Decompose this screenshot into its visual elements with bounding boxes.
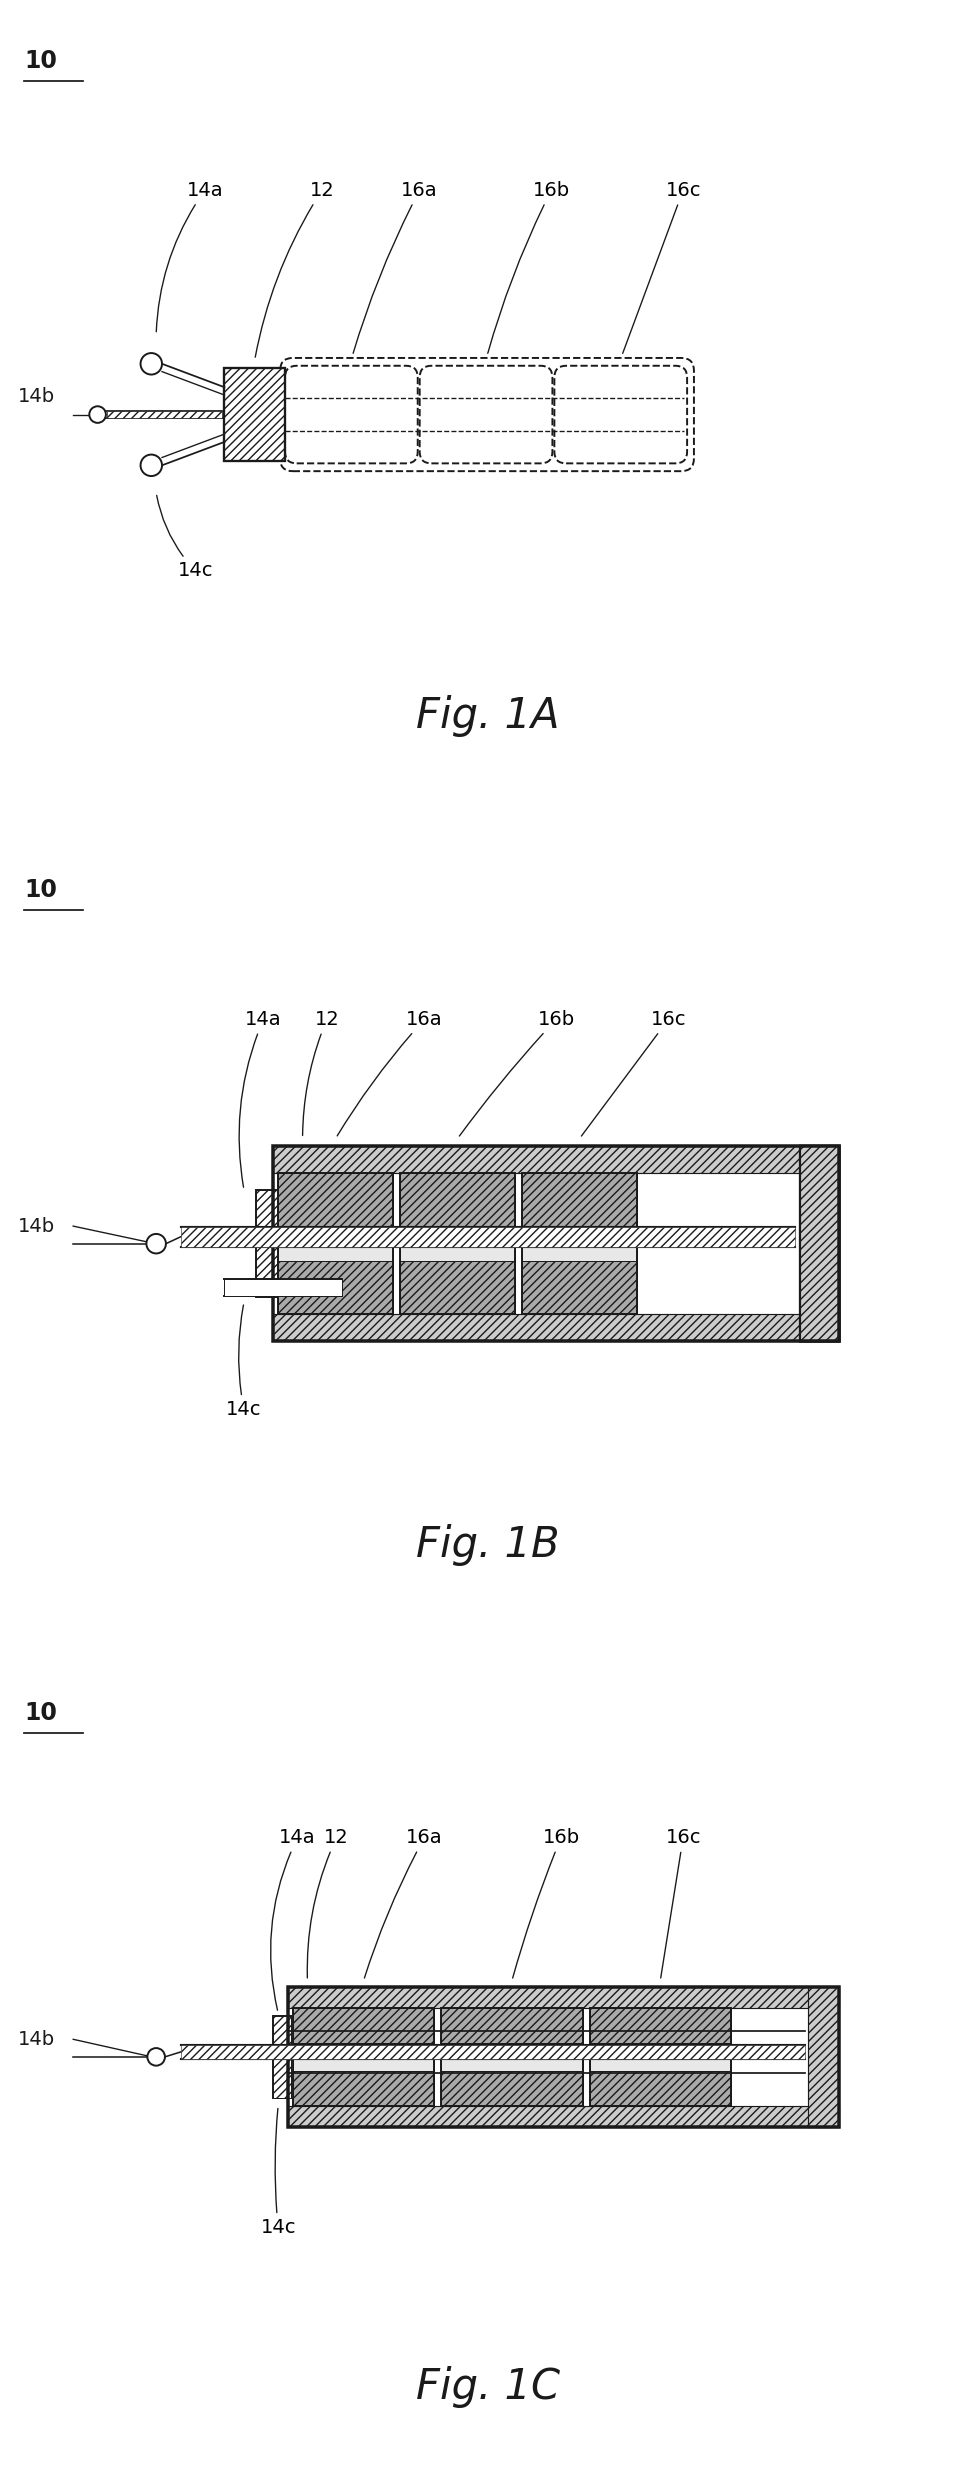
FancyBboxPatch shape — [800, 1146, 839, 1341]
Text: 16b: 16b — [488, 181, 570, 354]
Text: 14c: 14c — [226, 1304, 262, 1418]
Bar — [441, 2007, 583, 2106]
Bar — [224, 369, 285, 460]
Bar — [273, 1146, 839, 1173]
FancyBboxPatch shape — [285, 366, 418, 463]
Bar — [590, 2044, 731, 2072]
Text: Fig. 1B: Fig. 1B — [416, 1525, 560, 1567]
Text: 14c: 14c — [157, 495, 213, 579]
Bar — [522, 1173, 637, 1228]
Text: 16a: 16a — [337, 1010, 443, 1136]
Bar — [293, 2007, 434, 2106]
Text: 16a: 16a — [364, 1827, 443, 1978]
Bar — [278, 1228, 393, 1260]
Text: 16c: 16c — [661, 1827, 701, 1978]
Bar — [278, 1173, 393, 1314]
Text: 14b: 14b — [18, 2029, 55, 2049]
Bar — [441, 2007, 583, 2044]
Bar — [273, 1314, 839, 1341]
Text: 16b: 16b — [460, 1010, 575, 1136]
Bar — [441, 2044, 583, 2072]
Text: 14a: 14a — [239, 1010, 282, 1188]
Text: Fig. 1C: Fig. 1C — [416, 2366, 560, 2408]
Bar — [293, 2072, 434, 2106]
Text: 16c: 16c — [623, 181, 701, 354]
Bar — [181, 2044, 805, 2059]
Bar — [256, 1190, 277, 1297]
Bar — [400, 1260, 515, 1314]
Bar — [800, 1146, 839, 1341]
Bar — [256, 1190, 277, 1297]
Bar — [808, 1987, 839, 2126]
Text: Fig. 1A: Fig. 1A — [416, 695, 560, 738]
Bar — [278, 1173, 393, 1228]
Bar — [400, 1173, 515, 1228]
Bar — [288, 2106, 839, 2126]
Bar — [278, 1260, 393, 1314]
Text: 16c: 16c — [582, 1010, 686, 1136]
Text: 14c: 14c — [261, 2109, 296, 2237]
Text: 14b: 14b — [18, 389, 55, 406]
Circle shape — [147, 2049, 165, 2067]
Bar — [400, 1228, 515, 1260]
Circle shape — [141, 455, 162, 475]
Bar — [400, 1173, 515, 1314]
Text: 14b: 14b — [18, 1218, 55, 1235]
Circle shape — [146, 1235, 166, 1252]
Bar — [181, 1228, 795, 1247]
Bar — [107, 411, 222, 418]
Circle shape — [141, 354, 162, 374]
FancyBboxPatch shape — [280, 359, 694, 470]
FancyBboxPatch shape — [554, 366, 687, 463]
Bar — [224, 369, 285, 460]
Text: 16a: 16a — [353, 181, 438, 354]
Bar — [590, 2007, 731, 2044]
Text: 10: 10 — [24, 879, 58, 901]
Bar — [293, 2007, 434, 2044]
Bar — [441, 2072, 583, 2106]
Bar — [590, 2007, 731, 2106]
Text: 16b: 16b — [512, 1827, 580, 1978]
Bar — [293, 2044, 434, 2072]
Bar — [522, 1228, 637, 1260]
Bar — [273, 2015, 291, 2099]
Bar — [590, 2072, 731, 2106]
Bar — [224, 1280, 342, 1297]
Text: 14a: 14a — [156, 181, 224, 332]
Text: 12: 12 — [256, 181, 335, 356]
Text: 12: 12 — [307, 1827, 349, 1978]
Bar — [522, 1260, 637, 1314]
Bar — [273, 2015, 291, 2099]
Text: 14a: 14a — [270, 1827, 316, 2010]
Text: 10: 10 — [24, 50, 58, 72]
Text: 10: 10 — [24, 1700, 58, 1725]
Circle shape — [90, 406, 106, 423]
Bar — [273, 1146, 839, 1341]
FancyBboxPatch shape — [420, 366, 552, 463]
Bar — [288, 1987, 839, 2126]
Bar — [288, 1987, 839, 2007]
Bar — [522, 1173, 637, 1314]
Text: 12: 12 — [303, 1010, 340, 1136]
